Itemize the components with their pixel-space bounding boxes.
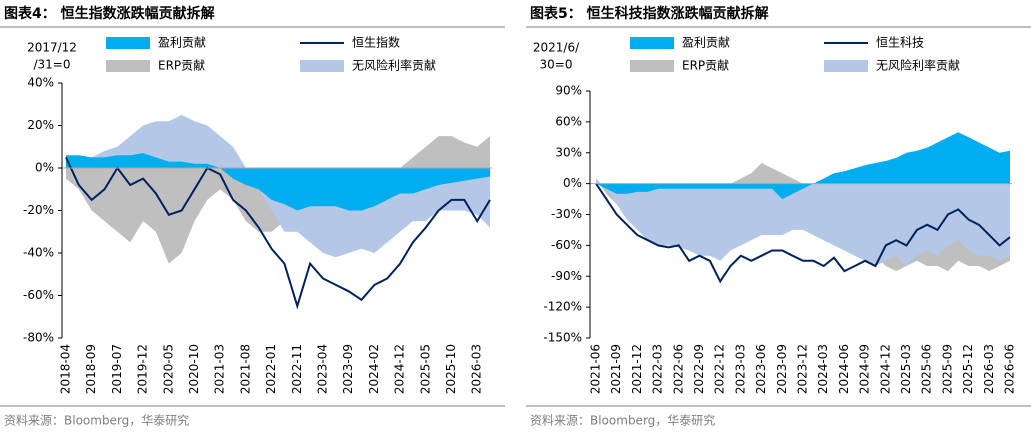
x-tick-label: 2026-03	[470, 344, 484, 394]
x-tick-label: 2024-09	[858, 344, 872, 394]
x-tick-label: 2023-09	[341, 344, 355, 394]
x-tick-label: 2023-09	[775, 344, 789, 394]
x-tick-label: 2021-09	[609, 344, 623, 394]
x-tick-label: 2020-05	[161, 344, 175, 394]
x-tick-label: 2026-06	[1003, 344, 1017, 394]
x-tick-label: 2023-04	[315, 344, 329, 394]
x-tick-label: 2022-06	[671, 344, 685, 394]
x-tick-label: 2024-12	[393, 344, 407, 394]
x-tick-label: 2026-03	[982, 344, 996, 394]
y-tick-label: 90%	[555, 84, 582, 98]
x-tick-label: 2025-10	[444, 344, 458, 394]
legend-swatch	[106, 60, 150, 72]
x-tick-label: 2025-05	[418, 344, 432, 394]
x-tick-label: 2021-06	[589, 344, 603, 394]
y-tick-label: -40%	[23, 246, 54, 260]
x-tick-label: 2021-03	[213, 344, 227, 394]
y-note: 30=0	[540, 58, 573, 72]
x-tick-label: 2019-07	[110, 344, 124, 394]
legend-label: ERP贡献	[682, 58, 729, 73]
y-tick-label: -90%	[551, 269, 582, 283]
x-tick-label: 2023-03	[733, 344, 747, 394]
legend-label: 恒生指数	[352, 35, 400, 50]
x-tick-label: 2018-04	[59, 344, 73, 394]
y-tick-label: -150%	[543, 331, 582, 345]
x-tick-label: 2025-09	[940, 344, 954, 394]
y-tick-label: 30%	[555, 145, 582, 159]
area	[66, 153, 490, 211]
x-tick-label: 2022-03	[651, 344, 665, 394]
x-tick-label: 2023-06	[754, 344, 768, 394]
y-tick-label: -30%	[551, 207, 582, 221]
legend-label: 无风险利率贡献	[876, 58, 960, 73]
y-tick-label: 0%	[35, 161, 54, 175]
legend-label: ERP贡献	[158, 58, 205, 73]
y-tick-label: 0%	[563, 176, 582, 190]
line	[595, 183, 1011, 284]
line	[65, 156, 491, 310]
y-tick-label: -60%	[23, 288, 54, 302]
legend-swatch	[824, 60, 868, 72]
x-tick-label: 2024-03	[816, 344, 830, 394]
legend-swatch	[630, 37, 674, 49]
x-tick-label: 2022-11	[290, 344, 304, 394]
source: 资料来源：Bloomberg，华泰研究	[530, 413, 715, 428]
chart-title: 图表4： 恒生指数涨跌幅贡献拆解	[4, 5, 215, 22]
x-tick-label: 2023-12	[796, 344, 810, 394]
x-tick-label: 2021-08	[238, 344, 252, 394]
x-tick-label: 2022-12	[713, 344, 727, 394]
y-tick-label: 40%	[27, 76, 54, 90]
x-tick-label: 2025-06	[920, 344, 934, 394]
legend-swatch	[300, 60, 344, 72]
area	[596, 132, 1010, 200]
x-tick-label: 2024-06	[837, 344, 851, 394]
y-note: 2017/12	[27, 41, 77, 55]
legend-label: 盈利贡献	[158, 35, 206, 50]
chart-title: 图表5： 恒生科技指数涨跌幅贡献拆解	[530, 5, 769, 22]
x-tick-label: 2018-09	[84, 344, 98, 394]
y-tick-label: 60%	[555, 114, 582, 128]
y-tick-label: -120%	[543, 300, 582, 314]
x-tick-label: 2020-10	[187, 344, 201, 394]
legend-label: 恒生科技	[876, 36, 924, 50]
source: 资料来源：Bloomberg，华泰研究	[4, 413, 189, 428]
legend-label: 盈利贡献	[682, 35, 730, 50]
x-tick-label: 2024-12	[878, 344, 892, 394]
x-tick-label: 2025-12	[961, 344, 975, 394]
y-note: 2021/6/	[533, 41, 580, 55]
legend-swatch	[630, 60, 674, 72]
y-tick-label: -60%	[551, 238, 582, 252]
x-tick-label: 2022-01	[264, 344, 278, 394]
y-note: /31=0	[33, 58, 70, 72]
x-tick-label: 2021-12	[630, 344, 644, 394]
y-tick-label: -20%	[23, 203, 54, 217]
x-tick-label: 2022-09	[692, 344, 706, 394]
x-tick-label: 2025-03	[899, 344, 913, 394]
x-tick-label: 2019-12	[136, 344, 150, 394]
x-tick-label: 2024-02	[367, 344, 381, 394]
legend-swatch	[106, 37, 150, 49]
legend-label: 无风险利率贡献	[352, 58, 436, 73]
y-tick-label: -80%	[23, 331, 54, 345]
y-tick-label: 20%	[27, 118, 54, 132]
